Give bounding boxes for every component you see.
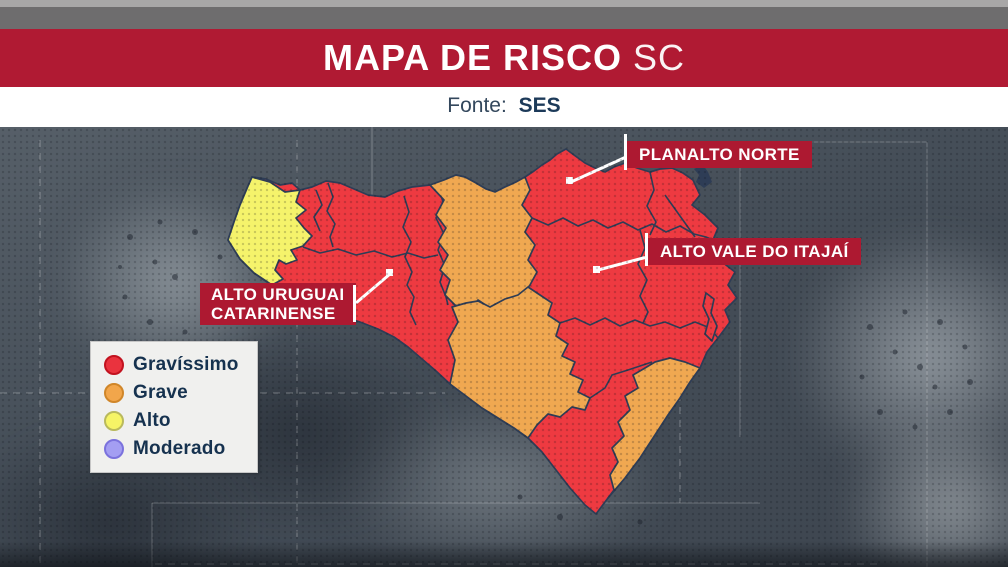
callout-tick (624, 134, 627, 170)
top-strip-light (0, 0, 1008, 7)
callout-label: ALTO URUGUAI CATARINENSE (200, 283, 356, 325)
source-bar: Fonte: SES (0, 87, 1008, 127)
source-label: Fonte: (447, 94, 507, 117)
legend-item-gravissimo: Gravíssimo (104, 351, 257, 379)
callout-label-line2: CATARINENSE (211, 304, 336, 323)
callout-tick (645, 233, 648, 266)
legend-swatch-alto (104, 411, 124, 431)
callout-alto-vale-do-itajai: ALTO VALE DO ITAJAÍ (645, 233, 861, 266)
legend-label: Gravíssimo (133, 354, 239, 375)
legend-swatch-grave (104, 383, 124, 403)
legend-item-grave: Grave (104, 379, 257, 407)
callout-label: PLANALTO NORTE (627, 141, 812, 168)
callout-label-line1: ALTO URUGUAI (211, 285, 345, 304)
callout-label: ALTO VALE DO ITAJAÍ (648, 238, 861, 265)
bottom-shade (0, 541, 1008, 567)
legend-swatch-gravissimo (104, 355, 124, 375)
source-value: SES (518, 94, 561, 117)
callout-planalto-norte: PLANALTO NORTE (624, 134, 812, 170)
callout-tick (353, 285, 356, 322)
legend-label: Alto (133, 410, 171, 431)
legend-item-alto: Alto (104, 407, 257, 435)
legend-label: Grave (133, 382, 188, 403)
title-bar: MAPA DE RISCO SC (0, 29, 1008, 87)
risk-legend: Gravíssimo Grave Alto Moderado (90, 341, 258, 473)
legend-item-moderado: Moderado (104, 435, 257, 463)
legend-label: Moderado (133, 438, 226, 459)
page-title: MAPA DE RISCO (322, 37, 622, 78)
top-strip-dark (0, 7, 1008, 29)
callout-alto-uruguai-catarinense: ALTO URUGUAI CATARINENSE (200, 283, 356, 325)
legend-swatch-moderado (104, 439, 124, 459)
page-title-suffix: SC (633, 37, 686, 78)
